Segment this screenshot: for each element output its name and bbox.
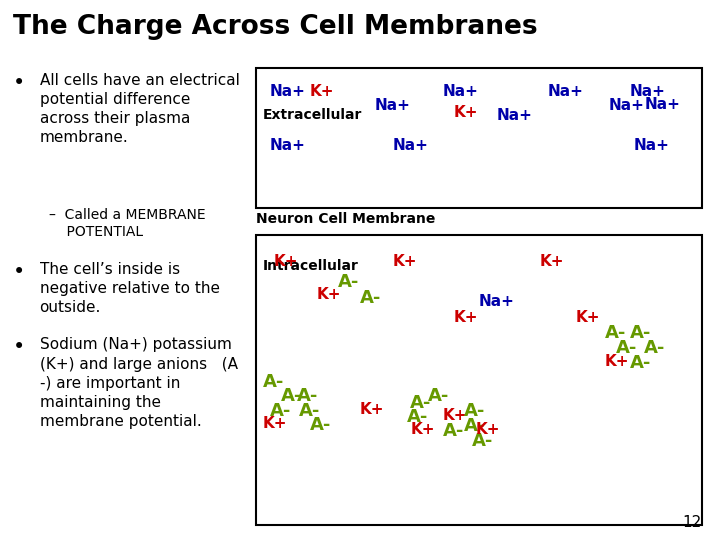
- Text: Na+: Na+: [270, 84, 306, 99]
- Text: A-: A-: [360, 289, 382, 307]
- Text: Na+: Na+: [608, 98, 644, 113]
- Text: A-: A-: [605, 324, 626, 342]
- Text: K+: K+: [410, 422, 435, 437]
- Text: 12: 12: [683, 515, 702, 530]
- Text: •: •: [13, 262, 25, 282]
- Text: K+: K+: [454, 105, 478, 120]
- Text: A-: A-: [281, 387, 302, 405]
- Text: A-: A-: [630, 354, 652, 372]
- FancyBboxPatch shape: [256, 68, 702, 208]
- Text: Na+: Na+: [392, 138, 428, 153]
- Text: Na+: Na+: [497, 108, 533, 123]
- Text: •: •: [13, 338, 25, 357]
- Text: A-: A-: [263, 373, 284, 390]
- Text: Na+: Na+: [630, 84, 666, 99]
- Text: Extracellular: Extracellular: [263, 108, 362, 122]
- Text: The Charge Across Cell Membranes: The Charge Across Cell Membranes: [13, 14, 538, 39]
- Text: A-: A-: [616, 339, 637, 357]
- Text: A-: A-: [428, 387, 450, 405]
- Text: K+: K+: [605, 354, 629, 369]
- Text: K+: K+: [392, 254, 417, 269]
- Text: A-: A-: [297, 387, 318, 405]
- Text: A-: A-: [299, 402, 320, 420]
- Text: K+: K+: [576, 310, 600, 326]
- Text: –  Called a MEMBRANE
    POTENTIAL: – Called a MEMBRANE POTENTIAL: [49, 208, 206, 239]
- Text: K+: K+: [360, 402, 384, 417]
- Text: •: •: [13, 73, 25, 93]
- Text: Na+: Na+: [547, 84, 583, 99]
- Text: A-: A-: [464, 417, 486, 435]
- Text: Sodium (Na+) potassium
(K+) and large anions   (A
-) are important in
maintainin: Sodium (Na+) potassium (K+) and large an…: [40, 338, 238, 429]
- Text: K+: K+: [475, 422, 500, 437]
- Text: K+: K+: [274, 254, 298, 269]
- Text: The cell’s inside is
negative relative to the
outside.: The cell’s inside is negative relative t…: [40, 262, 220, 315]
- Text: K+: K+: [310, 84, 334, 99]
- Text: K+: K+: [454, 310, 478, 326]
- Text: Intracellular: Intracellular: [263, 259, 359, 273]
- Text: A-: A-: [270, 402, 292, 420]
- Text: K+: K+: [443, 408, 467, 423]
- Text: Na+: Na+: [374, 98, 410, 113]
- Text: A-: A-: [338, 273, 360, 291]
- Text: A-: A-: [310, 416, 331, 434]
- Text: A-: A-: [443, 422, 464, 440]
- Text: K+: K+: [263, 416, 287, 431]
- Text: Na+: Na+: [479, 294, 515, 309]
- Text: Na+: Na+: [644, 97, 680, 112]
- Text: K+: K+: [317, 287, 341, 302]
- Text: Na+: Na+: [443, 84, 479, 99]
- Text: A-: A-: [407, 408, 428, 426]
- Text: A-: A-: [630, 324, 652, 342]
- Text: A-: A-: [464, 402, 486, 420]
- Text: A-: A-: [410, 394, 432, 412]
- Text: Na+: Na+: [270, 138, 306, 153]
- Text: All cells have an electrical
potential difference
across their plasma
membrane.: All cells have an electrical potential d…: [40, 73, 240, 145]
- Text: K+: K+: [540, 254, 564, 269]
- Text: Neuron Cell Membrane: Neuron Cell Membrane: [256, 212, 435, 226]
- Text: Na+: Na+: [634, 138, 670, 153]
- FancyBboxPatch shape: [256, 235, 702, 525]
- Text: A-: A-: [472, 432, 493, 450]
- Text: A-: A-: [644, 339, 666, 357]
